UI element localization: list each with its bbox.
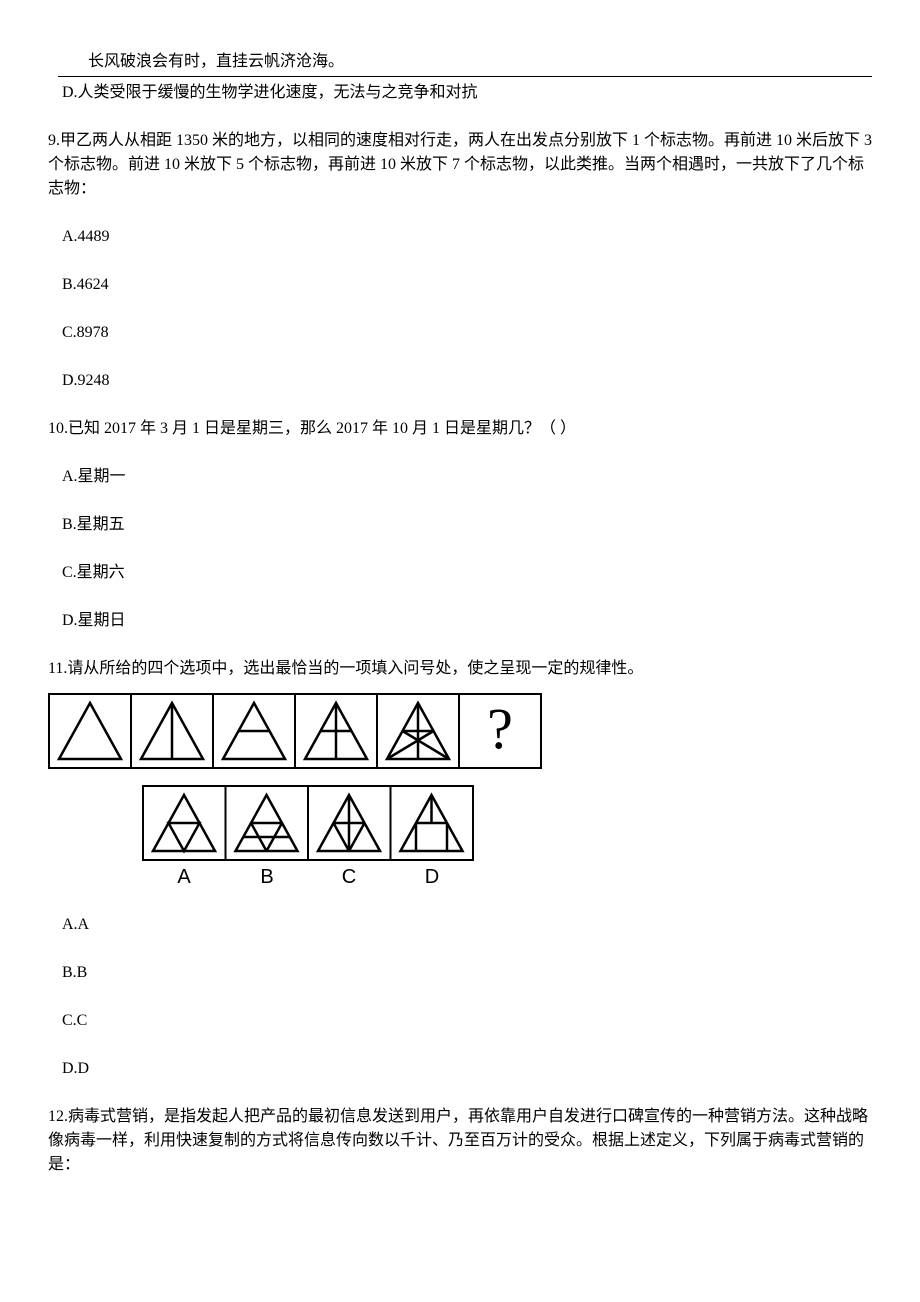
q11-figure-bottom-svg: A B C D [142, 785, 474, 889]
q11-figure-top-svg: ? [48, 693, 542, 769]
q10-option-d: D.星期日 [48, 609, 872, 633]
q11-figure-row-bottom: A B C D [142, 785, 872, 889]
q11-text: 11.请从所给的四个选项中，选出最恰当的一项填入问号处，使之呈现一定的规律性。 [48, 657, 872, 681]
q9-option-a: A.4489 [48, 225, 872, 249]
q8-option-d: D.人类受限于缓慢的生物学进化速度，无法与之竞争和对抗 [48, 81, 872, 105]
q9-option-d: D.9248 [48, 369, 872, 393]
q12-text: 12.病毒式营销，是指发起人把产品的最初信息发送到用户，再依靠用户自发进行口碑宣… [48, 1105, 872, 1177]
q11-option-a: A.A [48, 913, 872, 937]
q11-label-b: B [260, 866, 273, 888]
q11-figure-row-top: ? [48, 693, 872, 769]
q10-option-c: C.星期六 [48, 561, 872, 585]
q10-option-a: A.星期一 [48, 465, 872, 489]
question-10: 10.已知 2017 年 3 月 1 日是星期三，那么 2017 年 10 月 … [48, 417, 872, 633]
svg-text:?: ? [487, 696, 513, 761]
q11-option-d: D.D [48, 1057, 872, 1081]
q10-text: 10.已知 2017 年 3 月 1 日是星期三，那么 2017 年 10 月 … [48, 417, 872, 441]
question-11: 11.请从所给的四个选项中，选出最恰当的一项填入问号处，使之呈现一定的规律性。 [48, 657, 872, 1081]
q11-option-c: C.C [48, 1009, 872, 1033]
header-quote: 长风破浪会有时，直挂云帆济沧海。 [48, 50, 872, 76]
question-9: 9.甲乙两人从相距 1350 米的地方，以相同的速度相对行走，两人在出发点分别放… [48, 129, 872, 393]
q11-option-b: B.B [48, 961, 872, 985]
header-divider [58, 76, 872, 77]
question-12: 12.病毒式营销，是指发起人把产品的最初信息发送到用户，再依靠用户自发进行口碑宣… [48, 1105, 872, 1177]
q11-label-d: D [425, 866, 439, 888]
q10-option-b: B.星期五 [48, 513, 872, 537]
q9-option-b: B.4624 [48, 273, 872, 297]
q9-text: 9.甲乙两人从相距 1350 米的地方，以相同的速度相对行走，两人在出发点分别放… [48, 129, 872, 201]
q9-option-c: C.8978 [48, 321, 872, 345]
q11-label-c: C [342, 866, 356, 888]
q11-label-a: A [177, 866, 191, 888]
